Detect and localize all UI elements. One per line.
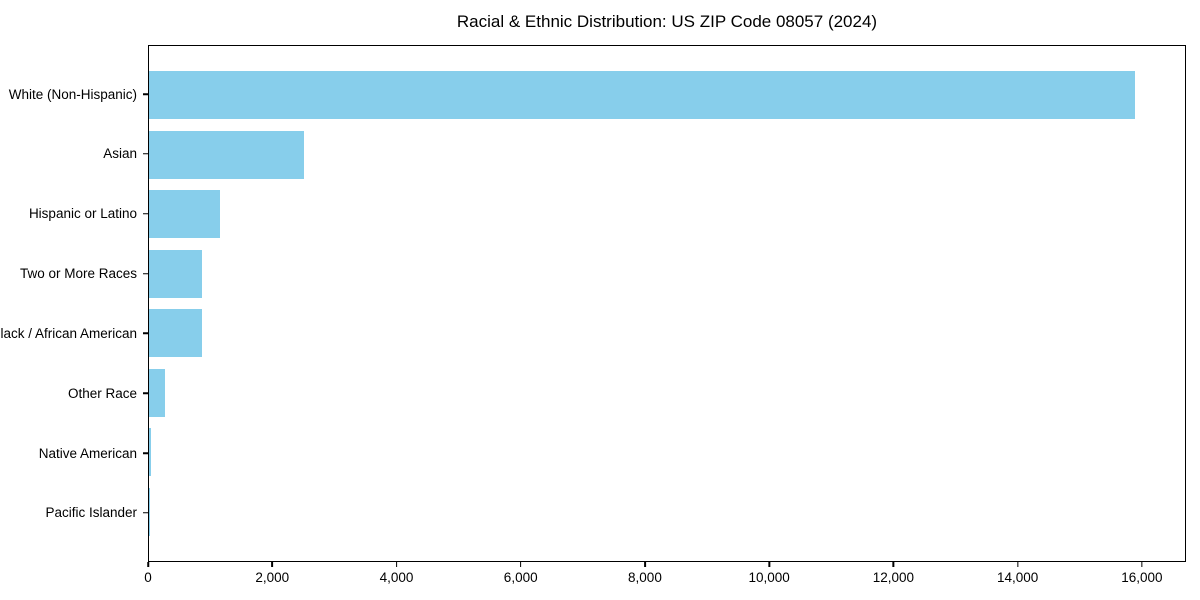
y-tick-row: Other Race — [0, 369, 148, 417]
y-axis-labels: White (Non-Hispanic) Asian Hispanic or Lat… — [0, 45, 148, 562]
x-tick: 4,000 — [379, 562, 414, 585]
y-tick-label: White (Non-Hispanic) — [8, 86, 137, 102]
y-tick-mark — [143, 332, 148, 335]
x-tick: 12,000 — [873, 562, 914, 585]
y-tick-mark — [143, 272, 148, 275]
chart-title: Racial & Ethnic Distribution: US ZIP Cod… — [456, 12, 878, 31]
y-tick-row: Pacific Islander — [0, 489, 148, 537]
y-tick-label: Hispanic or Latino — [28, 206, 137, 222]
x-tick: 0 — [144, 562, 152, 585]
x-axis: 0 2,000 4,000 6,000 8,000 10,000 12,000 14,000 1… — [144, 562, 1186, 596]
x-tick-mark — [519, 562, 522, 567]
x-tick-label: 4,000 — [379, 570, 414, 585]
x-tick: 2,000 — [255, 562, 289, 585]
bar-row — [149, 71, 1185, 119]
x-tick-label: 10,000 — [748, 570, 790, 585]
bar-row — [149, 428, 1185, 477]
x-tick-label: 6,000 — [503, 570, 538, 585]
y-tick-label: Asian — [103, 146, 137, 162]
x-tick: 8,000 — [628, 562, 662, 585]
x-tick-label: 16,000 — [1121, 570, 1163, 585]
x-tick-mark — [768, 562, 770, 567]
bar — [149, 428, 151, 477]
bar — [149, 130, 304, 179]
x-tick-mark — [1016, 562, 1019, 567]
y-tick-row: Two or More Races — [0, 250, 148, 298]
y-tick-label: Pacific Islander — [45, 505, 137, 521]
x-tick: 6,000 — [504, 562, 538, 585]
y-tick-mark — [143, 512, 148, 514]
y-tick-row: Native American — [0, 429, 148, 477]
y-tick-label: Native American — [38, 445, 137, 461]
y-tick-mark — [143, 392, 148, 394]
bar-row — [149, 190, 1185, 239]
x-tick: 16,000 — [1121, 562, 1163, 585]
y-tick-label: Two or More Races — [19, 266, 137, 282]
bar — [149, 190, 220, 239]
bar — [149, 368, 166, 417]
x-tick-mark — [147, 562, 149, 567]
bar-row — [149, 487, 1185, 536]
x-tick-mark — [1141, 562, 1143, 567]
x-tick-mark — [271, 562, 273, 567]
x-tick-label: 0 — [144, 570, 152, 585]
x-tick-mark — [644, 562, 646, 567]
x-tick: 10,000 — [749, 562, 790, 585]
x-tick-mark — [892, 562, 895, 567]
x-tick-label: 14,000 — [997, 570, 1039, 585]
y-tick-label: Black / African American — [0, 325, 137, 341]
bar-row — [149, 309, 1185, 358]
y-tick-mark — [143, 212, 148, 215]
bar-row — [149, 130, 1185, 179]
y-tick-mark — [143, 153, 148, 155]
bar — [149, 71, 1135, 119]
x-tick-label: 8,000 — [628, 570, 662, 585]
x-tick: 14,000 — [997, 562, 1038, 585]
y-tick-row: Black / African American — [0, 309, 148, 357]
y-tick-mark — [143, 93, 148, 95]
bar — [149, 309, 202, 358]
y-tick-row: Asian — [0, 130, 148, 178]
bar-row — [149, 249, 1185, 298]
y-tick-mark — [143, 452, 148, 454]
y-tick-row: White (Non-Hispanic) — [0, 70, 148, 118]
x-tick-label: 12,000 — [872, 570, 915, 585]
y-tick-label: Other Race — [67, 385, 137, 401]
bar-row — [149, 368, 1185, 417]
bar — [149, 249, 203, 298]
plot-area — [148, 45, 1186, 562]
y-tick-row: Hispanic or Latino — [0, 190, 148, 238]
bars-container — [149, 46, 1185, 561]
x-tick-mark — [395, 562, 398, 567]
x-tick-label: 2,000 — [255, 570, 290, 585]
